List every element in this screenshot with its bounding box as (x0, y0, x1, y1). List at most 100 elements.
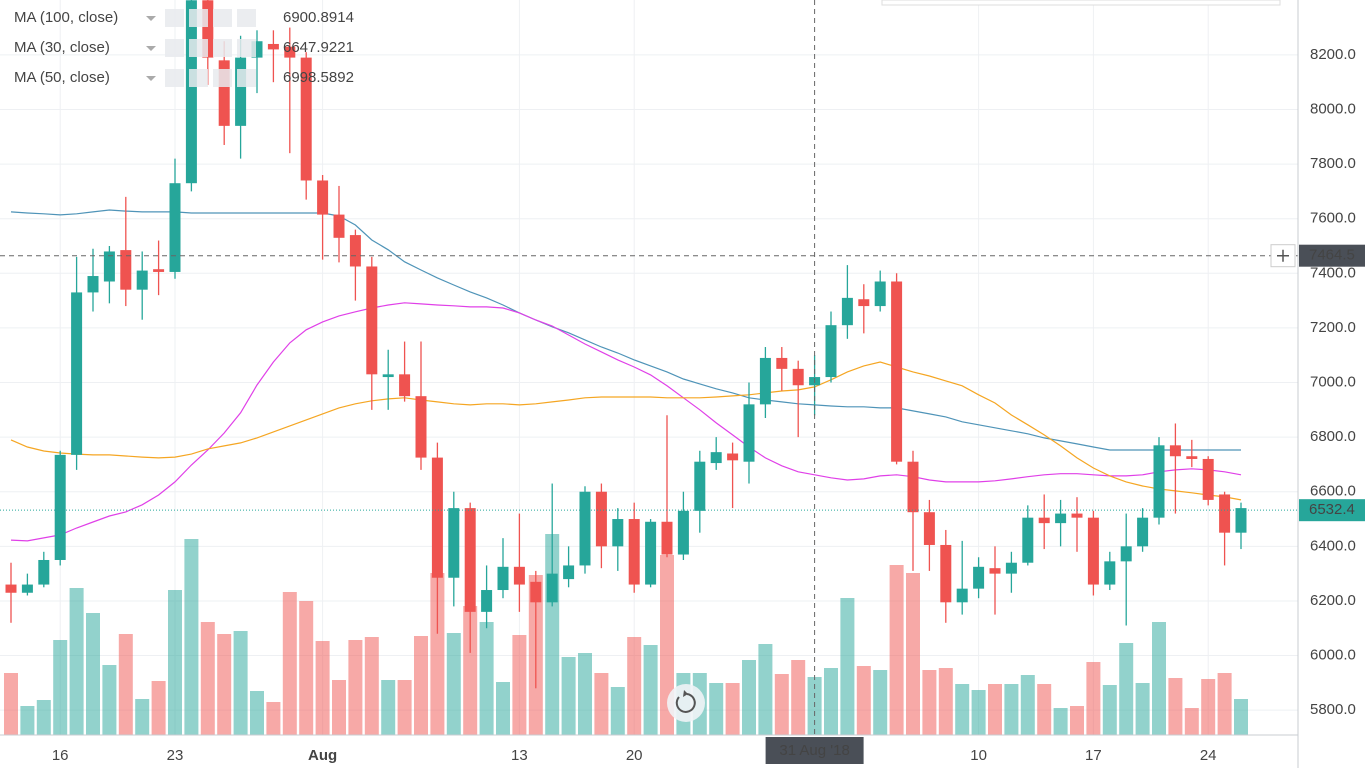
last-price-label: 6532.4 (1309, 501, 1355, 518)
y-tick-label: 5800.0 (1310, 701, 1356, 718)
volume-bar (414, 636, 428, 735)
volume-bar (840, 598, 855, 735)
legend-caret (146, 16, 156, 21)
volume-bar (922, 670, 937, 735)
legend-value: 6998.5892 (283, 69, 354, 86)
volume-bar (758, 644, 773, 735)
volume-bar (1102, 685, 1117, 735)
volume-bar (348, 640, 363, 735)
candle-body (87, 276, 99, 293)
volume-bar (1184, 708, 1199, 735)
volume-bar (151, 681, 166, 735)
candle-body (661, 521, 673, 555)
volume-bar (266, 702, 281, 735)
x-tick-label: 17 (1085, 747, 1102, 764)
candle-body (218, 60, 230, 126)
volume-bar (1119, 643, 1134, 735)
candle-body (71, 292, 83, 455)
crosshair-date-label: 31 Aug '18 (779, 742, 849, 759)
last-price-box (1299, 499, 1365, 522)
x-tick-label: 10 (970, 747, 987, 764)
volume-bar (168, 590, 182, 735)
x-tick-label: Aug (308, 747, 337, 764)
y-tick-label: 6000.0 (1310, 647, 1356, 664)
candle-body (54, 454, 66, 560)
legend-name: MA (30, close) (14, 39, 110, 56)
volume-bar (889, 565, 904, 735)
reset-icon (675, 693, 696, 713)
legend: MA (100, close) 6900.8914 MA (30, close) 66… (14, 9, 354, 87)
candle-body (694, 461, 706, 511)
volume-bar (4, 673, 18, 735)
candle-body (612, 519, 624, 547)
volume-bar (217, 634, 232, 735)
volume-bar (643, 645, 658, 735)
candle-body (1087, 517, 1099, 585)
ma-line (10, 209, 1241, 451)
legend-icon (165, 69, 184, 87)
x-tick-label: 24 (1200, 747, 1217, 764)
legend-icon (213, 39, 232, 57)
volume-bar (906, 573, 920, 735)
crosshair-date-box (765, 737, 864, 764)
legend-icon (213, 9, 232, 27)
candle-body (710, 452, 722, 464)
plot-area (0, 0, 1298, 735)
volume-bar (791, 660, 806, 735)
candle-body (743, 404, 755, 462)
candle-body (628, 519, 640, 585)
y-tick-label: 7200.0 (1310, 319, 1356, 336)
volume-bar (1135, 683, 1150, 735)
volume-bar (36, 700, 51, 735)
y-tick-label: 7800.0 (1310, 155, 1356, 172)
volume-bar (627, 637, 642, 735)
candle-body (185, 0, 197, 184)
candle-body (103, 251, 115, 282)
volume-bar (135, 699, 150, 735)
candle-body (792, 368, 804, 386)
volume-bar (1152, 622, 1166, 735)
candle-body (727, 453, 739, 461)
legend-icon (237, 39, 256, 57)
volume-bar (774, 674, 789, 735)
candle-body (235, 57, 247, 126)
candle-body (546, 573, 558, 603)
candle-body (1169, 445, 1181, 457)
volume-bar (250, 691, 264, 735)
volume-bar (1004, 684, 1019, 735)
y-tick-label: 7000.0 (1310, 373, 1356, 390)
volume-bar (53, 640, 68, 735)
y-tick-label: 7400.0 (1310, 264, 1356, 281)
candle-body (1005, 562, 1017, 574)
legend-value: 6647.9221 (283, 39, 354, 56)
volume-bar (824, 668, 838, 735)
volume-bar (578, 653, 592, 735)
legend-icon (165, 9, 184, 27)
volume-bar (1020, 675, 1035, 735)
volume-bar (200, 622, 215, 735)
legend-icon (189, 39, 208, 57)
volume-bar (118, 634, 133, 735)
volume-bar (610, 687, 625, 735)
volume-bar (381, 680, 396, 735)
volume-bar (1086, 662, 1101, 735)
volume-bar (20, 706, 35, 735)
reset-button-bg[interactable] (667, 684, 705, 722)
candle-body (1137, 517, 1149, 547)
legend-icon (213, 69, 232, 87)
candle-body (776, 357, 788, 369)
panel-edge (881, 0, 1281, 6)
candle-body (415, 396, 427, 458)
y-tick-label: 6200.0 (1310, 592, 1356, 609)
candle-body (1104, 561, 1116, 585)
candle-body (530, 581, 542, 603)
candle-body (153, 269, 165, 272)
candle-body (497, 566, 509, 591)
x-tick-label: 13 (511, 747, 528, 764)
candle-body (251, 41, 263, 58)
volume-bar (988, 684, 1002, 735)
volume-bar (955, 684, 970, 735)
volume-bar (397, 680, 412, 735)
candle-body (481, 590, 493, 612)
reset-button[interactable] (667, 684, 705, 722)
